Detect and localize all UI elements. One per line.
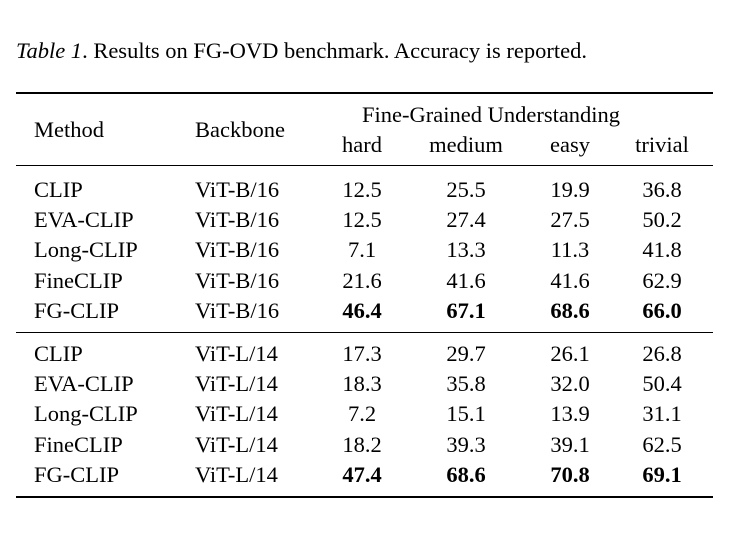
cell-method: EVA-CLIP <box>34 207 134 232</box>
caption-label: Table 1 <box>16 38 83 63</box>
cell-value-medium: 25.5 <box>446 177 486 202</box>
cell-method: EVA-CLIP <box>34 371 134 396</box>
cell-value-easy: 68.6 <box>550 298 590 323</box>
cell-value-hard: 12.5 <box>342 207 382 232</box>
cell-value-hard: 17.3 <box>342 341 382 366</box>
cell-value-trivial: 26.8 <box>642 341 682 366</box>
header-col-easy: easy <box>550 132 590 157</box>
cell-value-trivial: 50.4 <box>642 371 682 396</box>
cell-method: FG-CLIP <box>34 298 120 323</box>
cell-value-easy: 32.0 <box>550 371 590 396</box>
cell-value-medium: 15.1 <box>446 401 486 426</box>
cell-value-easy: 27.5 <box>550 207 590 232</box>
cell-value-easy: 11.3 <box>550 237 590 262</box>
cell-value-hard: 18.2 <box>342 432 382 457</box>
cell-value-medium: 39.3 <box>446 432 486 457</box>
cell-value-hard: 7.2 <box>347 401 377 426</box>
cell-value-easy: 26.1 <box>550 341 590 366</box>
cell-backbone: ViT-L/14 <box>195 401 278 426</box>
cell-value-hard: 12.5 <box>342 177 382 202</box>
cell-value-trivial: 62.9 <box>642 268 682 293</box>
cell-value-medium: 27.4 <box>446 207 486 232</box>
cell-value-hard: 7.1 <box>347 237 377 262</box>
cell-value-trivial: 31.1 <box>642 401 682 426</box>
cell-backbone: ViT-L/14 <box>195 371 278 396</box>
cell-method: CLIP <box>34 177 83 202</box>
cell-value-trivial: 41.8 <box>642 237 682 262</box>
cell-value-trivial: 66.0 <box>642 298 682 323</box>
cell-value-medium: 68.6 <box>446 462 486 487</box>
cell-backbone: ViT-L/14 <box>195 432 278 457</box>
cell-value-medium: 13.3 <box>446 237 486 262</box>
cell-method: CLIP <box>34 341 83 366</box>
cell-method: Long-CLIP <box>34 237 138 262</box>
header-backbone: Backbone <box>195 117 285 142</box>
header-col-trivial: trivial <box>635 132 689 157</box>
cell-value-medium: 29.7 <box>446 341 486 366</box>
cell-backbone: ViT-L/14 <box>195 462 278 487</box>
header-rule <box>16 165 713 166</box>
header-col-hard: hard <box>342 132 382 157</box>
cell-method: FineCLIP <box>34 268 123 293</box>
cell-method: FG-CLIP <box>34 462 120 487</box>
group-separator-rule <box>16 332 713 333</box>
cell-value-trivial: 36.8 <box>642 177 682 202</box>
cell-method: Long-CLIP <box>34 401 138 426</box>
cell-value-hard: 18.3 <box>342 371 382 396</box>
cell-value-medium: 67.1 <box>446 298 486 323</box>
cell-value-hard: 21.6 <box>342 268 382 293</box>
caption-text: . Results on FG-OVD benchmark. Accuracy … <box>82 38 587 63</box>
cell-value-easy: 41.6 <box>550 268 590 293</box>
cell-backbone: ViT-B/16 <box>195 207 280 232</box>
cell-backbone: ViT-B/16 <box>195 177 280 202</box>
cell-backbone: ViT-B/16 <box>195 237 280 262</box>
header-col-medium: medium <box>429 132 503 157</box>
table-caption: Table 1. Results on FG-OVD benchmark. Ac… <box>16 36 587 66</box>
cell-value-medium: 35.8 <box>446 371 486 396</box>
cell-value-easy: 70.8 <box>550 462 590 487</box>
bottom-rule <box>16 496 713 498</box>
cell-method: FineCLIP <box>34 432 123 457</box>
cell-backbone: ViT-B/16 <box>195 268 280 293</box>
header-group: Fine-Grained Understanding <box>362 102 621 127</box>
cell-backbone: ViT-B/16 <box>195 298 280 323</box>
cell-value-medium: 41.6 <box>446 268 486 293</box>
cell-value-trivial: 69.1 <box>642 462 682 487</box>
cell-value-hard: 46.4 <box>342 298 382 323</box>
cell-value-easy: 39.1 <box>550 432 590 457</box>
cell-value-hard: 47.4 <box>342 462 382 487</box>
cell-value-trivial: 62.5 <box>642 432 682 457</box>
header-method: Method <box>34 117 104 142</box>
cell-value-easy: 13.9 <box>550 401 590 426</box>
cell-value-trivial: 50.2 <box>642 207 682 232</box>
top-rule <box>16 92 713 94</box>
cell-backbone: ViT-L/14 <box>195 341 278 366</box>
cell-value-easy: 19.9 <box>550 177 590 202</box>
